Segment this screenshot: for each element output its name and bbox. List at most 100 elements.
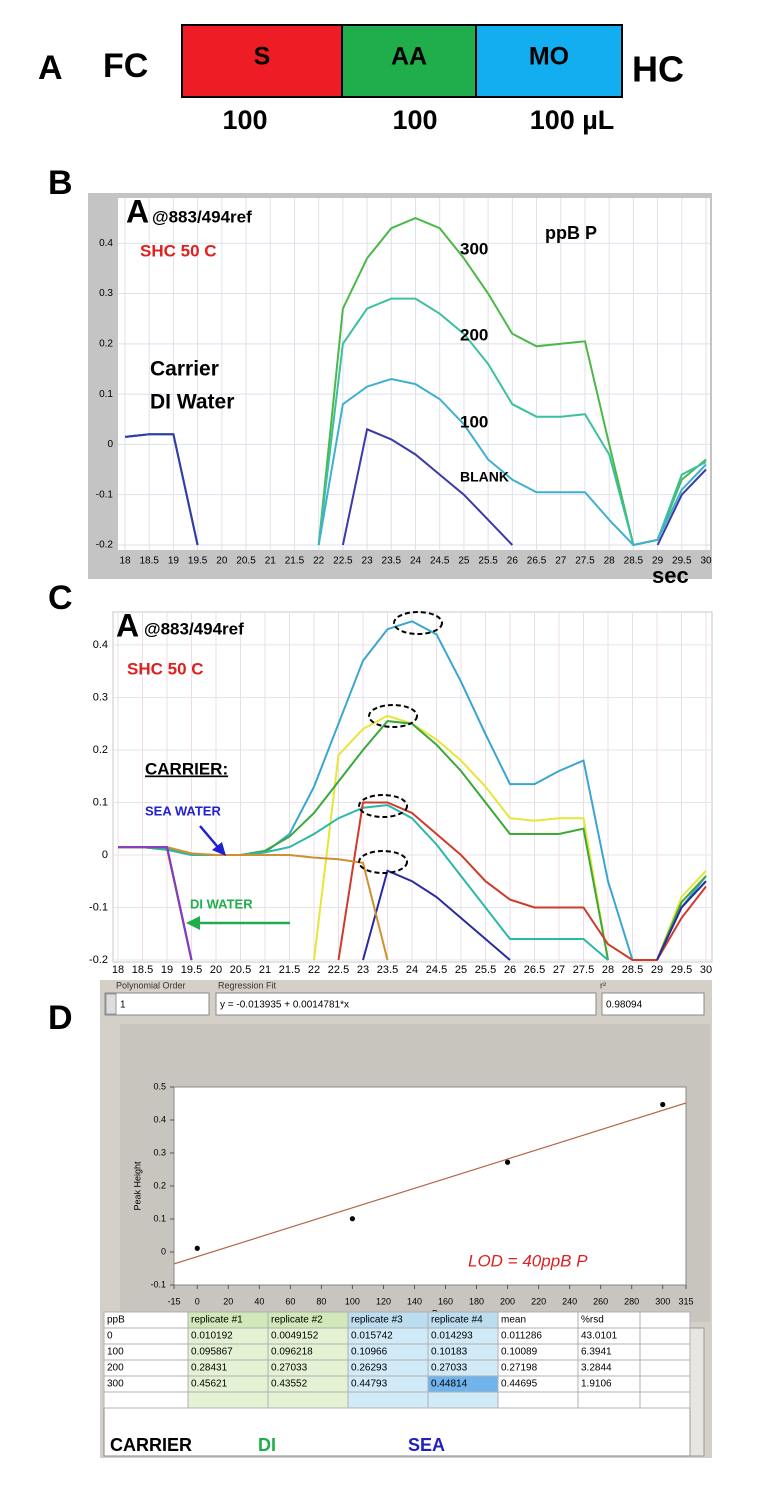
segment-label: S (254, 43, 271, 71)
data-point (194, 1245, 200, 1251)
x-tick-label: 28.5 (622, 964, 643, 976)
control-label: Polynomial Order (116, 980, 186, 990)
x-tick-label: 180 (469, 1296, 484, 1306)
x-tick-label: 29 (652, 556, 664, 567)
table-cell (639, 1343, 691, 1361)
group-label: SEA (408, 1435, 445, 1455)
x-tick-label: 140 (407, 1296, 422, 1306)
cell-text: 0.10183 (431, 1347, 468, 1358)
chart-title: @883/494ref (152, 207, 252, 226)
annotation: CARRIER: (145, 759, 228, 778)
segment-label: AA (391, 43, 427, 71)
cell-text: 300 (107, 1379, 124, 1390)
table-cell (187, 1391, 269, 1409)
x-tick-label: 160 (438, 1296, 453, 1306)
x-tick-label: 22.5 (328, 964, 349, 976)
x-tick-label: 300 (655, 1296, 670, 1306)
y-tick-label: 0 (102, 849, 108, 861)
x-tick-label: 24 (406, 964, 418, 976)
fit-line (174, 1102, 686, 1265)
x-tick-label: 20 (216, 556, 228, 567)
column-header: replicate #1 (191, 1315, 243, 1326)
peak-marker (393, 611, 443, 635)
x-tick-label: 26.5 (524, 964, 545, 976)
cell-text: 0.44793 (351, 1379, 388, 1390)
x-tick-label: 20.5 (236, 556, 256, 567)
cell-text: 0.010192 (191, 1331, 233, 1342)
x-tick-label: 22.5 (333, 556, 353, 567)
subtitle: SHC 50 C (140, 241, 217, 260)
x-tick-label: 21 (259, 964, 271, 976)
y-tick-label: 0.4 (99, 238, 113, 249)
x-tick-label: 220 (531, 1296, 546, 1306)
table-cell (577, 1391, 641, 1409)
x-tick-label: 23 (362, 556, 374, 567)
arrow-head (212, 842, 226, 856)
cell-text: 3.2844 (581, 1363, 612, 1374)
series-label: 100 (460, 412, 488, 431)
x-tick-label: 24 (410, 556, 422, 567)
table-cell (639, 1375, 691, 1393)
table-cell (639, 1327, 691, 1345)
x-tick-label: 260 (593, 1296, 608, 1306)
x-tick-label: 19 (168, 556, 180, 567)
spinner[interactable] (105, 993, 117, 1015)
x-tick-label: 18.5 (132, 964, 153, 976)
order-input[interactable] (104, 992, 210, 1016)
x-tick-label: 24.5 (430, 556, 450, 567)
cell-text: 43.0101 (581, 1331, 618, 1342)
x-tick-label: 28 (602, 964, 614, 976)
x-tick-label: 120 (376, 1296, 391, 1306)
x-tick-label: 27.5 (575, 556, 595, 567)
cell-text: 6.3941 (581, 1347, 612, 1358)
annotation: LOD = 40ppB P (468, 1251, 588, 1270)
x-tick-label: 0 (195, 1296, 200, 1306)
scrollbar (689, 1327, 705, 1457)
panel-label: D (48, 999, 73, 1037)
table-cell (347, 1391, 429, 1409)
series-label: 300 (460, 239, 488, 258)
x-tick-label: 22 (313, 556, 325, 567)
series-label: BLANK (460, 469, 509, 485)
y-tick-label: 0.4 (153, 1114, 166, 1124)
column-header: replicate #2 (271, 1315, 323, 1326)
x-tick-label: 18 (119, 556, 131, 567)
column-header: mean (501, 1315, 526, 1326)
data-line (124, 427, 707, 546)
cell-text: 0.44695 (501, 1379, 538, 1390)
table-cell (267, 1391, 349, 1409)
segment-label: MO (529, 43, 569, 71)
y-tick-label: -0.1 (89, 901, 108, 913)
x-tick-label: 27.5 (573, 964, 594, 976)
y-tick-label: 0.1 (99, 389, 113, 400)
cell-text: 0 (107, 1331, 113, 1342)
x-tick-label: 28.5 (624, 556, 644, 567)
data-point (660, 1101, 666, 1108)
x-tick-label: 40 (254, 1296, 264, 1306)
peak-marker (358, 794, 408, 818)
y-tick-label: 0.3 (99, 288, 113, 299)
x-tick-label: 28 (604, 556, 616, 567)
x-tick-label: 19.5 (181, 964, 202, 976)
x-tick-label: 26 (507, 556, 519, 567)
x-tick-label: 30 (700, 556, 712, 567)
x-tick-label: 30 (700, 964, 712, 976)
table-cell (103, 1391, 189, 1409)
x-tick-label: 25.5 (475, 964, 496, 976)
x-tick-label: 24.5 (426, 964, 447, 976)
x-tick-label: 240 (562, 1296, 577, 1306)
x-tick-label: 20 (223, 1296, 233, 1306)
cell-text: 1.9106 (581, 1379, 612, 1390)
panel-label: B (48, 164, 73, 202)
y-tick-label: -0.2 (89, 954, 108, 966)
column-header: replicate #3 (351, 1315, 403, 1326)
fit-output (215, 992, 597, 1016)
left-label: FC (103, 47, 148, 85)
plot-area (118, 198, 710, 550)
data-line (118, 846, 193, 961)
x-axis-label: sec (652, 563, 689, 588)
annotation: DI Water (150, 391, 234, 414)
peak-marker (358, 850, 408, 874)
x-tick-label: 25 (455, 964, 467, 976)
y-tick-label: -0.1 (96, 489, 114, 500)
